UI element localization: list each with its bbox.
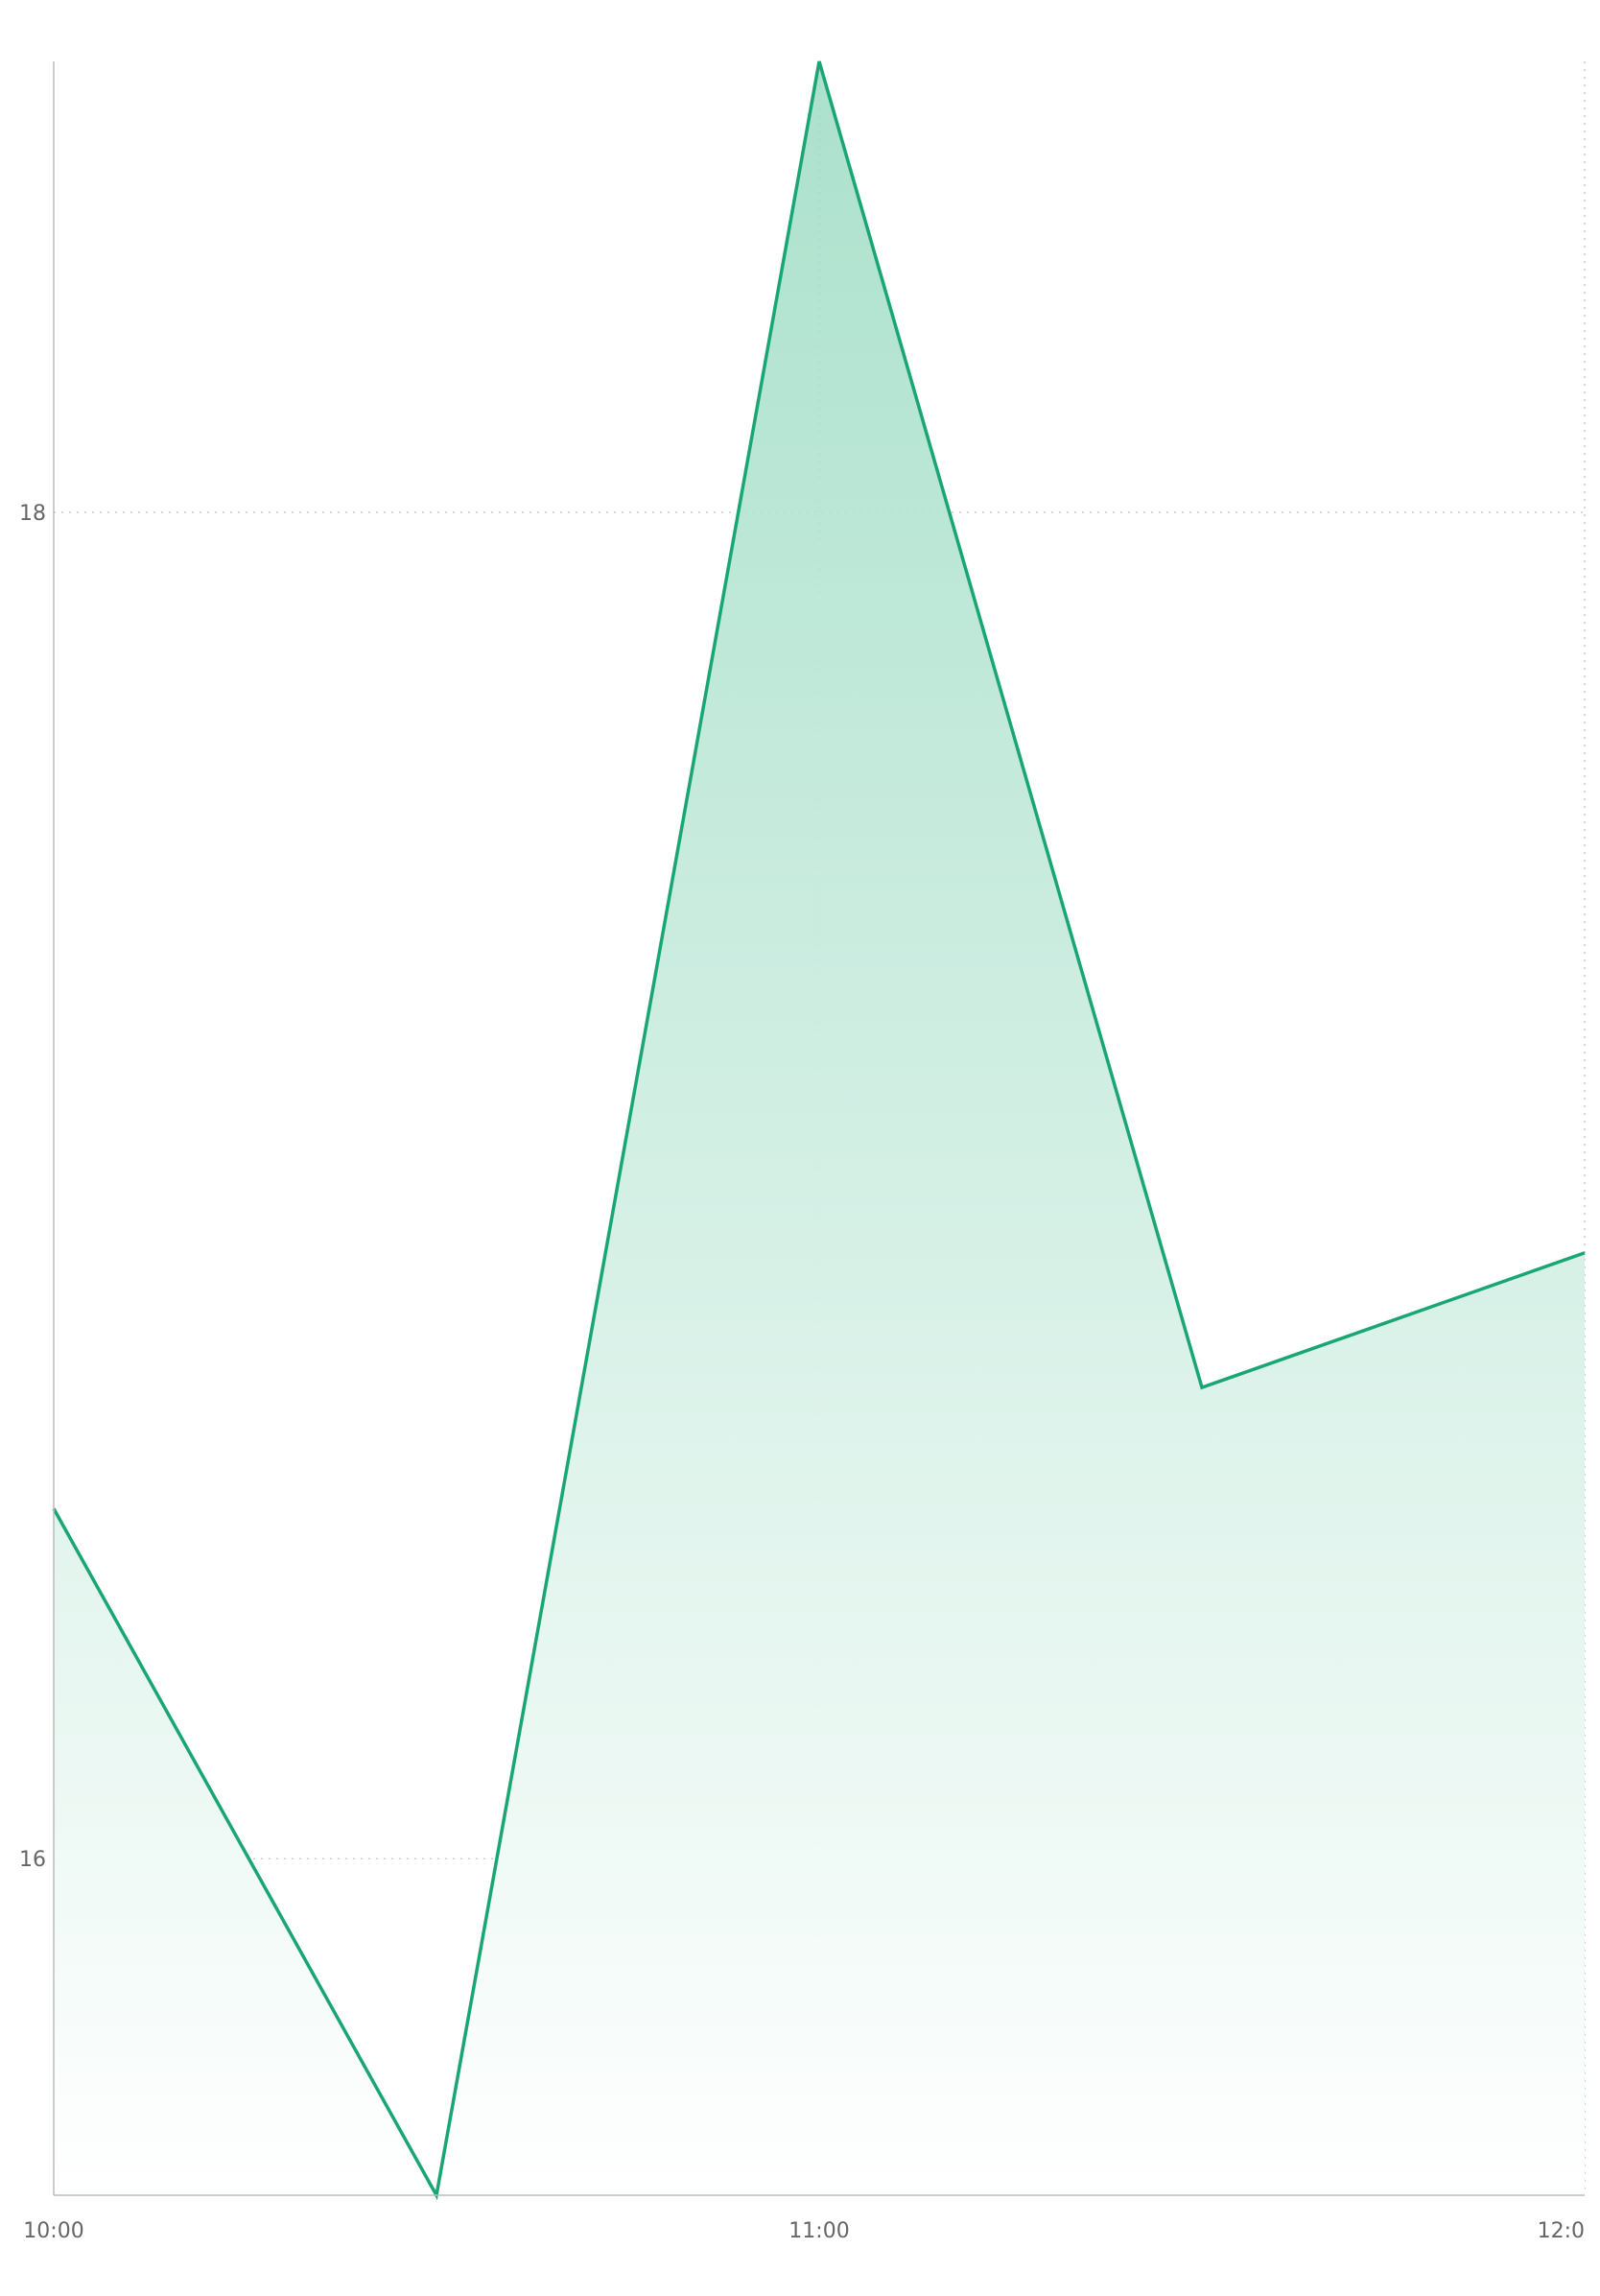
x-tick-label: 11:00: [788, 2219, 849, 2243]
y-tick-label: 16: [19, 1848, 46, 1872]
y-tick-label: 18: [19, 502, 46, 526]
area-fill: [54, 61, 1585, 2195]
area-series: [54, 61, 1585, 2195]
x-tick-label: 10:00: [23, 2219, 83, 2243]
x-tick-label: 12:0: [1538, 2219, 1585, 2243]
